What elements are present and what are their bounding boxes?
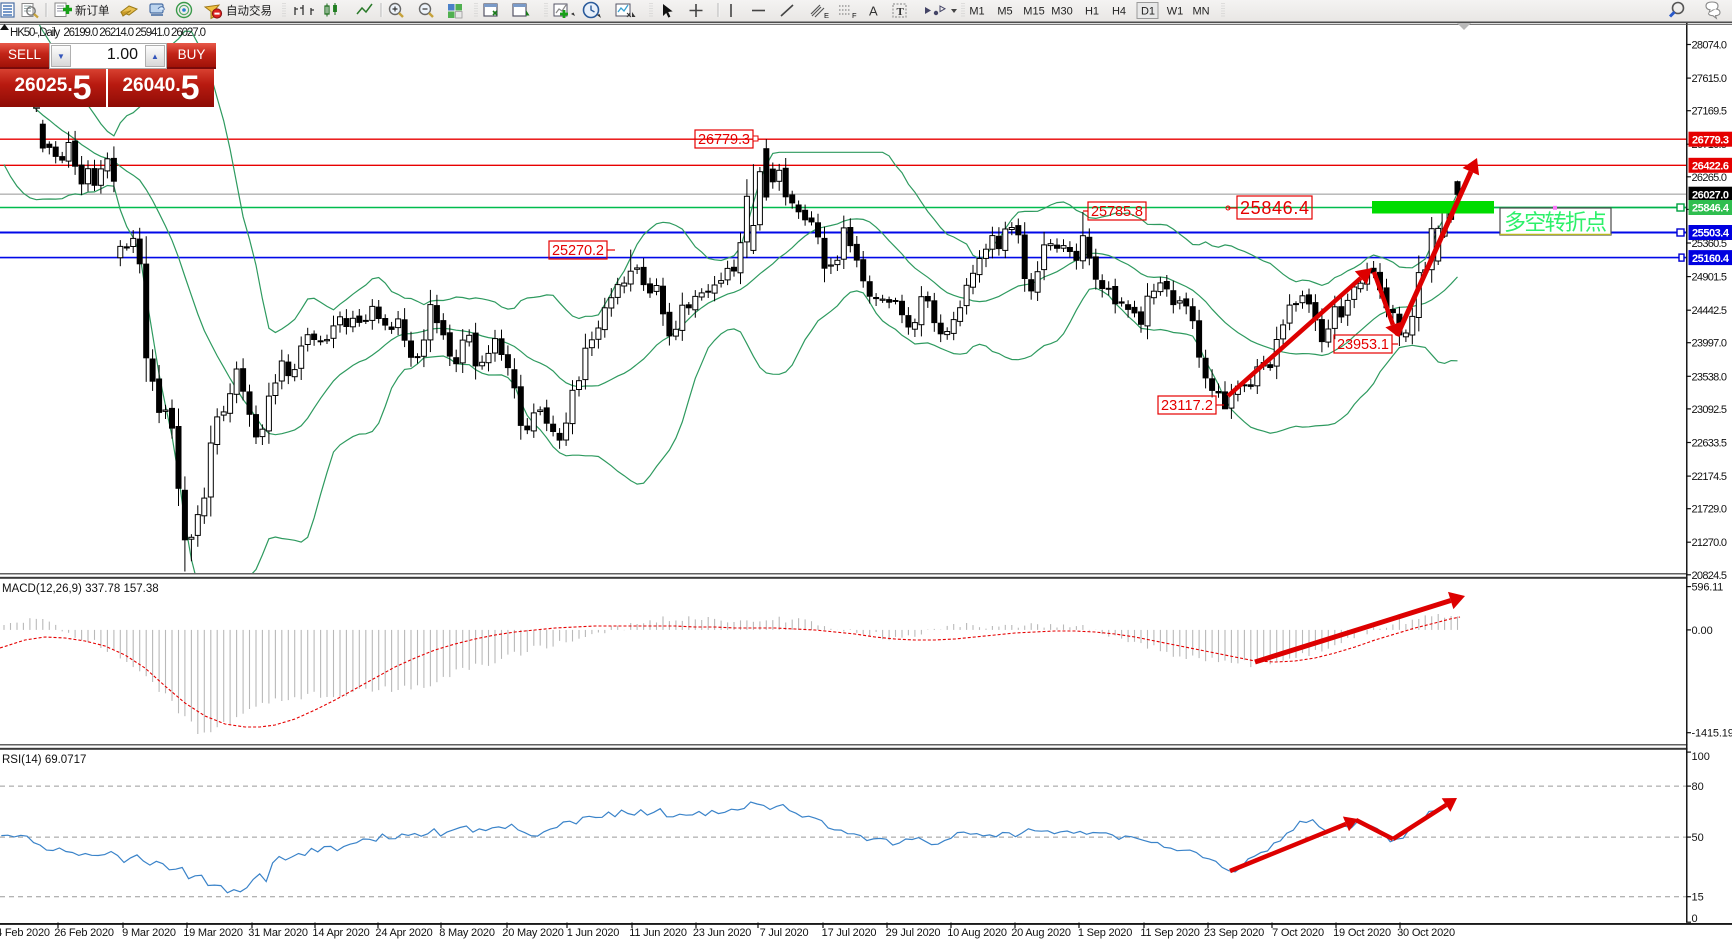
svg-text:-1415.19: -1415.19 [1692,728,1732,740]
svg-text:27615.0: 27615.0 [1692,73,1728,85]
svg-text:T: T [897,6,905,18]
svg-text:25846.4: 25846.4 [1692,203,1730,215]
svg-text:80: 80 [1692,781,1704,793]
svg-text:30 Oct 2020: 30 Oct 2020 [1397,927,1455,939]
svg-text:10 Aug 2020: 10 Aug 2020 [947,927,1007,939]
svg-text:11 Jun 2020: 11 Jun 2020 [629,927,687,939]
svg-text:多空转折点: 多空转折点 [1504,210,1607,235]
svg-text:28074.0: 28074.0 [1692,40,1728,52]
svg-text:31 Mar 2020: 31 Mar 2020 [248,927,308,939]
svg-text:F: F [852,11,857,20]
svg-text:100: 100 [1692,751,1710,763]
svg-text:20824.5: 20824.5 [1692,570,1728,582]
svg-text:26779.3: 26779.3 [698,132,750,148]
svg-text:1 Jun 2020: 1 Jun 2020 [567,927,620,939]
svg-text:7 Jul 2020: 7 Jul 2020 [760,927,809,939]
svg-text:RSI(14) 69.0717: RSI(14) 69.0717 [2,754,86,766]
svg-text:26 Feb 2020: 26 Feb 2020 [54,927,114,939]
svg-text:1 Sep 2020: 1 Sep 2020 [1078,927,1132,939]
svg-text:23538.0: 23538.0 [1692,371,1728,383]
svg-text:26779.3: 26779.3 [1692,134,1729,146]
svg-text:22633.5: 22633.5 [1692,438,1728,450]
svg-text:23953.1: 23953.1 [1337,337,1389,353]
svg-text:新订单: 新订单 [75,4,110,18]
svg-text:19 Oct 2020: 19 Oct 2020 [1333,927,1391,939]
svg-text:M1: M1 [969,6,984,18]
svg-text:M5: M5 [997,6,1012,18]
svg-text:M15: M15 [1023,6,1044,18]
svg-text:26027.0: 26027.0 [1692,189,1729,201]
svg-text:26265.0: 26265.0 [1692,172,1728,184]
svg-text:0.00: 0.00 [1692,625,1713,637]
svg-text:15: 15 [1692,892,1704,904]
svg-text:20 May 2020: 20 May 2020 [502,927,563,939]
svg-text:D1: D1 [1141,6,1155,18]
svg-text:11 Sep 2020: 11 Sep 2020 [1140,927,1199,939]
svg-text:23117.2: 23117.2 [1161,398,1213,414]
svg-text:21270.0: 21270.0 [1692,537,1728,549]
svg-text:A: A [869,4,878,19]
svg-text:50: 50 [1692,832,1704,844]
svg-text:23092.5: 23092.5 [1692,404,1728,416]
svg-text:21729.0: 21729.0 [1692,504,1728,516]
svg-text:24901.5: 24901.5 [1692,272,1728,284]
svg-text:29 Jul 2020: 29 Jul 2020 [886,927,941,939]
svg-text:24442.5: 24442.5 [1692,305,1728,317]
svg-text:MN: MN [1192,6,1209,18]
svg-text:596.11: 596.11 [1692,582,1724,594]
svg-text:24 Apr 2020: 24 Apr 2020 [375,927,432,939]
svg-text:9 Mar 2020: 9 Mar 2020 [122,927,176,939]
svg-text:W1: W1 [1167,6,1184,18]
svg-text:23 Jun 2020: 23 Jun 2020 [693,927,751,939]
svg-text:25846.4: 25846.4 [1240,198,1309,218]
svg-text:14 Apr 2020: 14 Apr 2020 [312,927,369,939]
svg-text:8 May 2020: 8 May 2020 [439,927,495,939]
svg-text:E: E [824,11,829,20]
svg-text:25270.2: 25270.2 [552,243,604,259]
svg-text:H1: H1 [1085,6,1099,18]
svg-text:22174.5: 22174.5 [1692,471,1728,483]
svg-text:MACD(12,26,9) 337.78 157.38: MACD(12,26,9) 337.78 157.38 [2,583,159,595]
svg-text:25785.8: 25785.8 [1091,204,1143,220]
svg-text:27169.5: 27169.5 [1692,106,1728,118]
svg-text:25503.4: 25503.4 [1692,228,1730,240]
svg-text:26422.6: 26422.6 [1692,161,1729,173]
svg-text:23997.0: 23997.0 [1692,338,1728,350]
svg-text:0: 0 [1692,913,1698,925]
svg-text:20 Aug 2020: 20 Aug 2020 [1011,927,1071,939]
svg-text:14 Feb 2020: 14 Feb 2020 [0,927,50,939]
svg-text:19 Mar 2020: 19 Mar 2020 [183,927,243,939]
svg-text:H4: H4 [1112,6,1126,18]
svg-text:23 Sep 2020: 23 Sep 2020 [1204,927,1264,939]
svg-text:M30: M30 [1051,6,1072,18]
svg-text:17 Jul 2020: 17 Jul 2020 [822,927,877,939]
svg-text:HK50-,Daily 26199.0 26214.0 2: HK50-,Daily 26199.0 26214.0 25941.0 2602… [10,27,206,39]
svg-text:7 Oct 2020: 7 Oct 2020 [1272,927,1324,939]
svg-text:自动交易: 自动交易 [226,4,272,18]
svg-text:25160.4: 25160.4 [1692,253,1730,265]
